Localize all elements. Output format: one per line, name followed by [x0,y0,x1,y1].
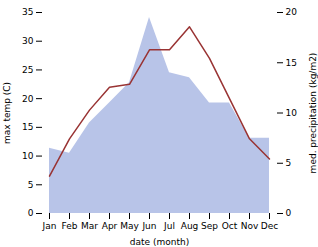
svg-text:15: 15 [286,58,297,68]
svg-text:May: May [120,221,139,231]
svg-text:0: 0 [286,208,292,218]
svg-text:Nov: Nov [241,221,259,231]
svg-text:Jun: Jun [141,221,156,231]
svg-text:Apr: Apr [102,221,118,231]
svg-text:Oct: Oct [222,221,238,231]
svg-text:Sep: Sep [201,221,218,231]
svg-text:max temp (C): max temp (C) [2,82,12,144]
svg-text:Jul: Jul [163,221,175,231]
svg-text:Feb: Feb [62,221,78,231]
svg-text:Aug: Aug [181,221,199,231]
svg-text:25: 25 [22,65,33,75]
svg-text:Dec: Dec [261,221,278,231]
svg-text:5: 5 [28,180,34,190]
svg-text:0: 0 [28,208,34,218]
svg-text:30: 30 [22,36,34,46]
svg-text:20: 20 [286,7,298,17]
svg-text:Jan: Jan [42,221,57,231]
svg-text:Mar: Mar [81,221,98,231]
svg-text:15: 15 [22,122,33,132]
svg-text:10: 10 [22,151,34,161]
svg-text:10: 10 [286,108,298,118]
svg-text:date (month): date (month) [130,237,189,247]
svg-text:20: 20 [22,94,34,104]
svg-text:35: 35 [22,7,33,17]
svg-text:med. precipitation (kg/m2): med. precipitation (kg/m2) [308,53,318,174]
svg-text:5: 5 [286,158,292,168]
